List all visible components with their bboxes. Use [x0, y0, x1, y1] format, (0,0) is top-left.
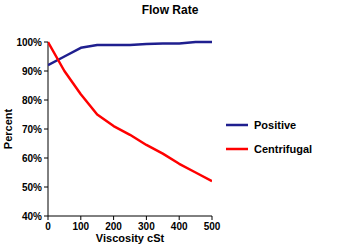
y-tick-label: 60% [22, 153, 42, 164]
x-tick-label: 200 [105, 221, 122, 232]
plot-area [48, 42, 212, 181]
x-tick [179, 216, 180, 220]
y-tick [44, 216, 48, 217]
y-tick-label: 80% [22, 95, 42, 106]
x-tick-label: 300 [138, 221, 155, 232]
x-axis-label: Viscosity cSt [96, 232, 165, 244]
x-tick [113, 216, 114, 220]
series-line [48, 42, 212, 181]
x-tick [212, 216, 213, 220]
y-tick [44, 129, 48, 130]
y-tick [44, 100, 48, 101]
y-tick [44, 187, 48, 188]
y-tick [44, 71, 48, 72]
x-axis [48, 216, 212, 217]
legend-label: Positive [254, 119, 296, 131]
x-tick [48, 216, 49, 220]
x-tick-label: 400 [171, 221, 188, 232]
y-tick [44, 42, 48, 43]
y-tick-label: 90% [22, 66, 42, 77]
x-tick-label: 500 [204, 221, 221, 232]
y-tick-label: 50% [22, 182, 42, 193]
y-tick-label: 40% [22, 211, 42, 222]
series-line [48, 42, 212, 65]
legend-label: Centrifugal [254, 143, 312, 155]
y-tick-label: 100% [16, 37, 42, 48]
legend-swatch [226, 124, 248, 127]
x-tick [146, 216, 147, 220]
y-axis-label: Percent [2, 108, 14, 149]
y-tick [44, 158, 48, 159]
x-tick [80, 216, 81, 220]
x-tick-label: 100 [72, 221, 89, 232]
x-tick-label: 0 [45, 221, 51, 232]
legend-swatch [226, 148, 248, 151]
title: Flow Rate [142, 3, 199, 17]
y-tick-label: 70% [22, 124, 42, 135]
chart: Flow Rate 40% 50% 60% 70% 80% 90% 100% 0 100 200 30… [0, 0, 340, 245]
